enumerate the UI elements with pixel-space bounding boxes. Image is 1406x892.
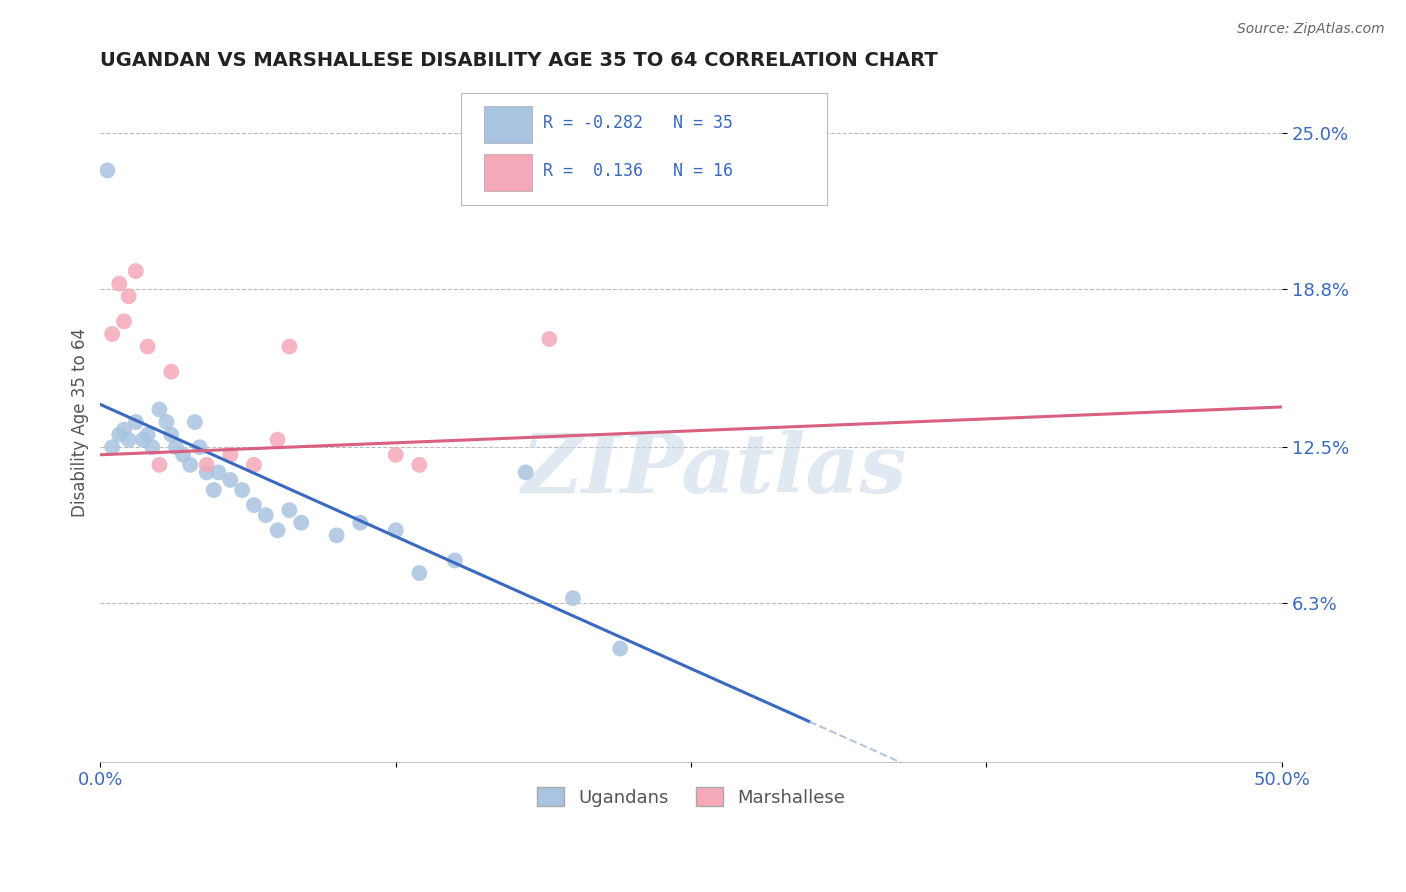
Point xyxy=(278,503,301,517)
Y-axis label: Disability Age 35 to 64: Disability Age 35 to 64 xyxy=(72,327,89,516)
Point xyxy=(188,440,211,454)
Point xyxy=(219,448,242,462)
Point xyxy=(108,277,131,291)
Point xyxy=(408,458,430,472)
Point xyxy=(118,289,141,303)
Point xyxy=(515,466,537,480)
Point xyxy=(207,466,229,480)
Point xyxy=(132,433,155,447)
Text: R = -0.282   N = 35: R = -0.282 N = 35 xyxy=(543,114,734,132)
Text: UGANDAN VS MARSHALLESE DISABILITY AGE 35 TO 64 CORRELATION CHART: UGANDAN VS MARSHALLESE DISABILITY AGE 35… xyxy=(100,51,938,70)
Text: ZIPatlas: ZIPatlas xyxy=(522,430,907,509)
Bar xyxy=(484,106,531,144)
Text: Source: ZipAtlas.com: Source: ZipAtlas.com xyxy=(1237,22,1385,37)
Point xyxy=(96,163,118,178)
Point xyxy=(562,591,585,606)
Point xyxy=(125,415,148,429)
Point xyxy=(408,566,430,580)
Point xyxy=(384,448,406,462)
Point xyxy=(160,365,183,379)
Point xyxy=(165,440,187,454)
Point xyxy=(101,326,124,341)
Point xyxy=(538,332,561,346)
Point xyxy=(254,508,277,523)
Point xyxy=(231,483,253,497)
Point xyxy=(184,415,207,429)
Point xyxy=(202,483,225,497)
Point xyxy=(384,523,406,537)
Point xyxy=(108,427,131,442)
Point xyxy=(125,264,148,278)
Point xyxy=(160,427,183,442)
Point xyxy=(243,458,266,472)
Bar xyxy=(484,153,531,191)
Point xyxy=(112,314,135,328)
Point xyxy=(290,516,312,530)
Point xyxy=(609,641,631,656)
Point xyxy=(443,553,465,567)
Point xyxy=(349,516,371,530)
Point xyxy=(136,427,159,442)
Point xyxy=(266,433,288,447)
Point xyxy=(195,466,218,480)
Point xyxy=(155,415,177,429)
Point xyxy=(219,473,242,487)
Point xyxy=(195,458,218,472)
Point xyxy=(278,340,301,354)
Point xyxy=(325,528,347,542)
Point xyxy=(141,440,163,454)
Point xyxy=(266,523,288,537)
Point xyxy=(101,440,124,454)
Text: R =  0.136   N = 16: R = 0.136 N = 16 xyxy=(543,161,734,179)
Point xyxy=(112,423,135,437)
Point xyxy=(148,458,170,472)
FancyBboxPatch shape xyxy=(461,93,827,204)
Point xyxy=(136,340,159,354)
Point xyxy=(243,498,266,512)
Point xyxy=(179,458,201,472)
Point xyxy=(118,433,141,447)
Legend: Ugandans, Marshallese: Ugandans, Marshallese xyxy=(530,780,852,814)
Point xyxy=(172,448,194,462)
Point xyxy=(148,402,170,417)
